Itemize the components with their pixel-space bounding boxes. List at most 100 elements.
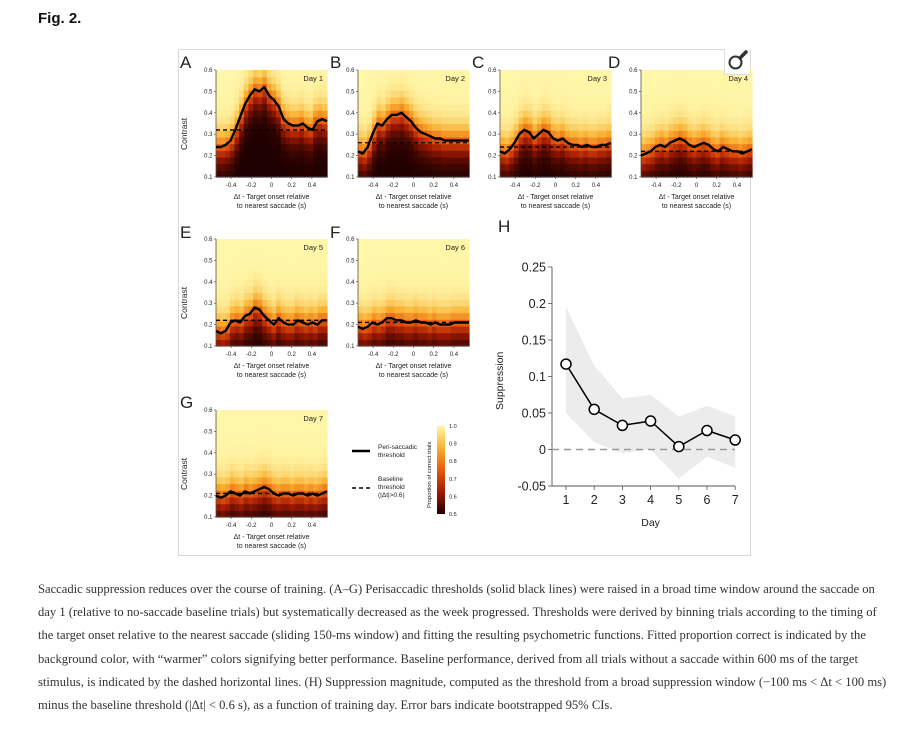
heatmap-cell [303,110,310,118]
heatmap-cell [299,279,305,287]
heatmap-cell [322,423,328,431]
heatmap-cell [253,103,259,111]
heatmap-cell [682,150,688,158]
heatmap-cell [606,96,612,105]
heatmap-cell [564,136,570,145]
heatmap-cell [504,170,510,178]
heatmap-cell [280,332,286,340]
heatmap-cell [294,259,300,267]
heatmap-cell [313,299,319,307]
heatmap-cell [436,123,442,131]
heatmap-cell [322,83,328,91]
heatmap-cell [376,299,382,307]
heatmap-cell [322,272,328,280]
heatmap-cell [308,156,314,165]
heatmap-cell [509,110,515,118]
heatmap-cell [248,496,254,505]
heatmap-cell [381,150,387,158]
heatmap-cell [299,163,305,171]
heatmap-cell [418,292,424,300]
heatmap-cell [225,299,231,307]
heatmap-cell [257,279,263,287]
heatmap-cell [216,443,222,451]
x-tick-label: 7 [732,493,739,507]
heatmap-cell [432,259,438,267]
heatmap-cell [257,430,263,438]
heatmap-cell [266,339,273,347]
y-tick-label: 0.6 [346,237,355,243]
heatmap-cell [705,110,711,118]
heatmap-cell [358,116,364,125]
heatmap-cell [404,163,410,171]
heatmap-cell [641,96,647,105]
heatmap-cell [257,325,263,334]
heatmap-cell [271,136,277,145]
heatmap-cell [358,285,364,294]
heatmap-cell [678,76,684,84]
heatmap-cell [445,130,452,138]
heatmap-cell [313,265,319,274]
heatmap-cell [422,76,428,84]
heatmap-cell [408,259,415,267]
heatmap-cell [216,130,222,138]
heatmap-cell [257,90,263,98]
heatmap-cell [234,76,240,84]
heatmap-cell [308,292,314,300]
heatmap-cell [601,110,607,118]
heatmap-cell [399,312,405,320]
heatmap-cell [262,456,268,465]
heatmap-cell [664,136,670,145]
heatmap-cell [587,170,594,178]
heatmap-cell [464,130,470,138]
heatmap-cell [710,96,716,105]
heatmap-cell [404,116,410,125]
heatmap-cell [229,443,236,451]
heatmap-cell [574,70,580,78]
heatmap-cell [546,90,552,98]
heatmap-cell [645,76,651,84]
heatmap-cell [464,123,470,131]
heatmap-cell [719,83,725,91]
heatmap-cell [597,170,603,178]
heatmap-cell [248,259,254,267]
heatmap-cell [532,143,538,151]
heatmap-cell [285,279,291,287]
heatmap-cell [381,136,387,145]
heatmap-cell [504,123,510,131]
heatmap-cell [234,430,240,438]
heatmap-cell [299,436,305,445]
heatmap-cell [678,156,684,165]
y-tick-label: 0.2 [204,494,213,500]
heatmap-cell [701,76,707,84]
heatmap-cell [216,163,222,171]
heatmap-cell [678,163,684,171]
heatmap-cell [532,136,538,145]
heatmap-cell [687,103,693,111]
heatmap-cell [257,416,263,424]
heatmap-cell [436,83,442,91]
heatmap-cell [395,103,401,111]
heatmap-cell [271,156,277,165]
heatmap-cell [578,156,584,165]
heatmap-cell [578,83,584,91]
heatmap-cell [569,130,575,138]
y-tick-label: 0.2 [204,323,213,329]
heatmap-cell [532,163,538,171]
heatmap-cell [285,272,291,280]
heatmap-cell [271,70,277,78]
heatmap-cell [243,70,249,78]
heatmap-cell [441,312,447,320]
heatmap-cell [691,96,698,105]
heatmap-cell [555,170,561,178]
heatmap-cell [216,416,222,424]
heatmap-cell [225,239,231,247]
heatmap-cell [650,76,656,84]
heatmap-cell [308,476,314,485]
heatmap-cell [299,312,305,320]
zoom-button[interactable] [724,49,750,75]
heatmap-cell [597,70,603,78]
heatmap-cell [432,96,438,105]
heatmap-cell [381,76,387,84]
heatmap-cell [303,450,310,458]
